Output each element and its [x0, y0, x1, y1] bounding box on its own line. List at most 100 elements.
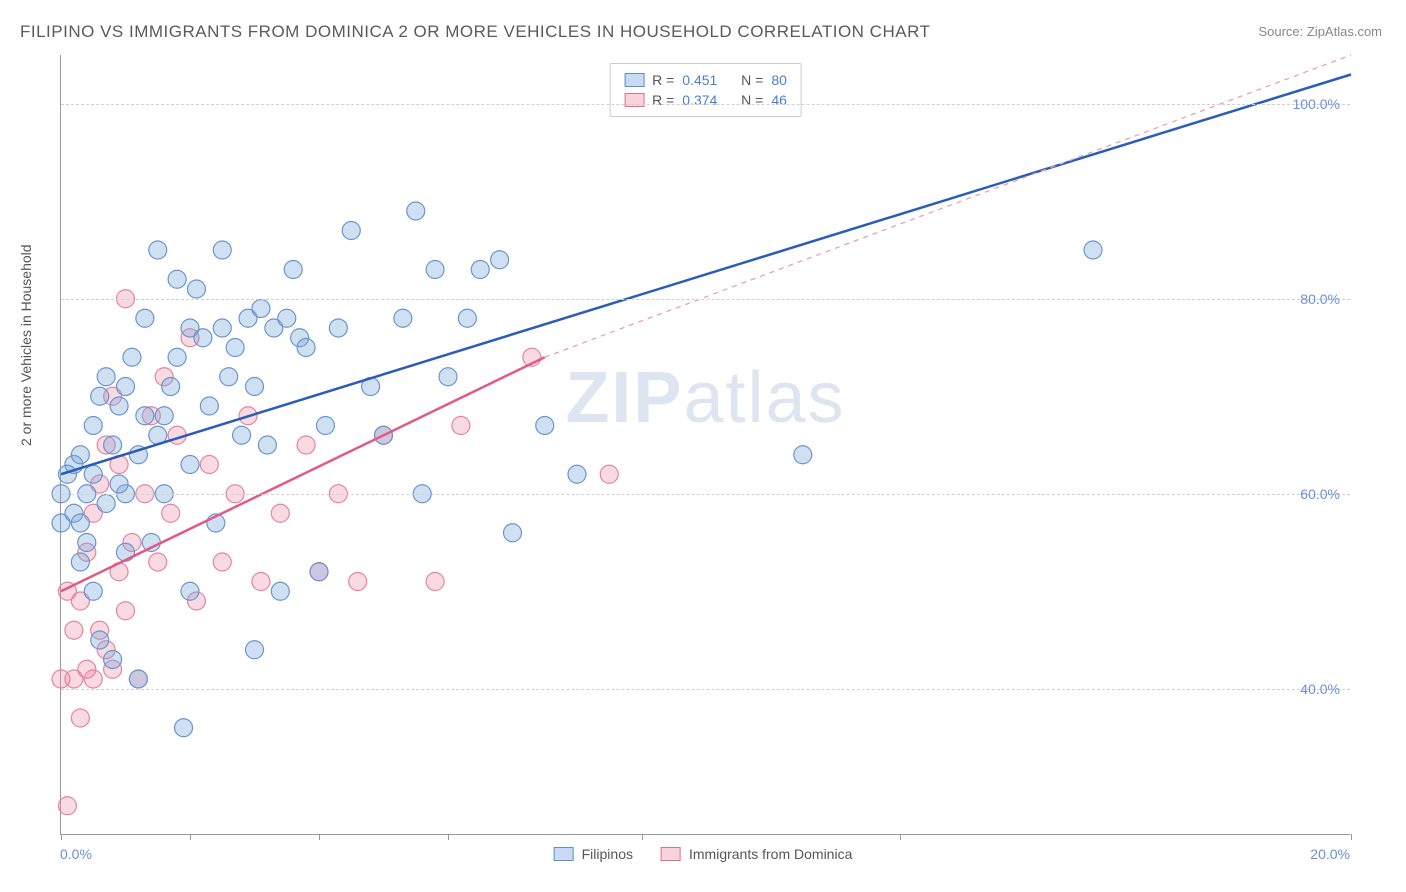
legend-label: Immigrants from Dominica: [689, 846, 852, 862]
x-tick-mark: [900, 834, 901, 840]
scatter-point: [84, 582, 102, 600]
scatter-point: [181, 582, 199, 600]
gridline: [61, 494, 1350, 495]
x-tick-mark: [319, 834, 320, 840]
scatter-point: [155, 407, 173, 425]
scatter-point: [536, 417, 554, 435]
scatter-point: [271, 582, 289, 600]
scatter-point: [136, 309, 154, 327]
scatter-point: [439, 368, 457, 386]
scatter-point: [794, 446, 812, 464]
x-tick-mark: [1351, 834, 1352, 840]
scatter-point: [252, 573, 270, 591]
scatter-point: [162, 378, 180, 396]
legend-item-filipinos: Filipinos: [554, 846, 633, 862]
scatter-point: [452, 417, 470, 435]
chart-title: FILIPINO VS IMMIGRANTS FROM DOMINICA 2 O…: [20, 22, 930, 42]
scatter-point: [258, 436, 276, 454]
scatter-point: [104, 651, 122, 669]
scatter-point: [491, 251, 509, 269]
scatter-point: [84, 417, 102, 435]
scatter-point: [271, 504, 289, 522]
scatter-point: [117, 543, 135, 561]
scatter-point: [97, 368, 115, 386]
y-axis-label: 2 or more Vehicles in Household: [18, 244, 34, 446]
scatter-point: [471, 261, 489, 279]
scatter-point: [246, 378, 264, 396]
scatter-point: [297, 436, 315, 454]
scatter-point: [91, 387, 109, 405]
scatter-point: [117, 602, 135, 620]
x-tick-mark: [642, 834, 643, 840]
scatter-point: [84, 465, 102, 483]
scatter-point: [297, 339, 315, 357]
y-tick-label: 80.0%: [1300, 291, 1340, 307]
scatter-point: [200, 397, 218, 415]
y-tick-label: 40.0%: [1300, 681, 1340, 697]
scatter-point: [149, 553, 167, 571]
gridline: [61, 104, 1350, 105]
scatter-point: [71, 514, 89, 532]
scatter-point: [84, 670, 102, 688]
x-tick-label-left: 0.0%: [60, 846, 92, 862]
x-tick-label-right: 20.0%: [1310, 846, 1350, 862]
scatter-point: [91, 631, 109, 649]
scatter-point: [181, 456, 199, 474]
chart-plot-area: ZIPatlas R = 0.451 N = 80 R = 0.374 N = …: [60, 55, 1350, 835]
gridline: [61, 299, 1350, 300]
scatter-point: [175, 719, 193, 737]
x-tick-mark: [448, 834, 449, 840]
swatch-blue: [554, 847, 574, 861]
x-tick-mark: [61, 834, 62, 840]
scatter-svg: [61, 55, 1350, 834]
scatter-point: [123, 348, 141, 366]
legend-item-dominica: Immigrants from Dominica: [661, 846, 852, 862]
scatter-point: [329, 319, 347, 337]
scatter-point: [117, 378, 135, 396]
scatter-point: [233, 426, 251, 444]
scatter-point: [1084, 241, 1102, 259]
trendline-blue: [61, 75, 1351, 475]
scatter-point: [78, 534, 96, 552]
scatter-point: [568, 465, 586, 483]
scatter-point: [213, 553, 231, 571]
source-attribution: Source: ZipAtlas.com: [1258, 24, 1382, 39]
scatter-point: [65, 621, 83, 639]
scatter-point: [71, 709, 89, 727]
scatter-point: [129, 670, 147, 688]
series-legend: Filipinos Immigrants from Dominica: [554, 846, 853, 862]
legend-label: Filipinos: [582, 846, 633, 862]
scatter-point: [136, 407, 154, 425]
scatter-point: [104, 436, 122, 454]
scatter-point: [149, 241, 167, 259]
scatter-point: [407, 202, 425, 220]
y-tick-label: 100.0%: [1293, 96, 1340, 112]
trendline-pink-extrapolated: [545, 55, 1351, 357]
y-tick-label: 60.0%: [1300, 486, 1340, 502]
swatch-pink: [661, 847, 681, 861]
scatter-point: [226, 339, 244, 357]
scatter-point: [213, 319, 231, 337]
scatter-point: [71, 553, 89, 571]
scatter-point: [110, 397, 128, 415]
scatter-point: [168, 348, 186, 366]
scatter-point: [394, 309, 412, 327]
trendline-pink: [61, 357, 545, 591]
scatter-point: [97, 495, 115, 513]
scatter-point: [284, 261, 302, 279]
scatter-point: [342, 222, 360, 240]
scatter-point: [278, 309, 296, 327]
gridline: [61, 689, 1350, 690]
scatter-point: [504, 524, 522, 542]
scatter-point: [162, 504, 180, 522]
scatter-point: [426, 573, 444, 591]
scatter-point: [220, 368, 238, 386]
x-tick-mark: [190, 834, 191, 840]
scatter-point: [200, 456, 218, 474]
scatter-point: [349, 573, 367, 591]
scatter-point: [310, 563, 328, 581]
scatter-point: [600, 465, 618, 483]
scatter-point: [252, 300, 270, 318]
scatter-point: [194, 329, 212, 347]
scatter-point: [246, 641, 264, 659]
